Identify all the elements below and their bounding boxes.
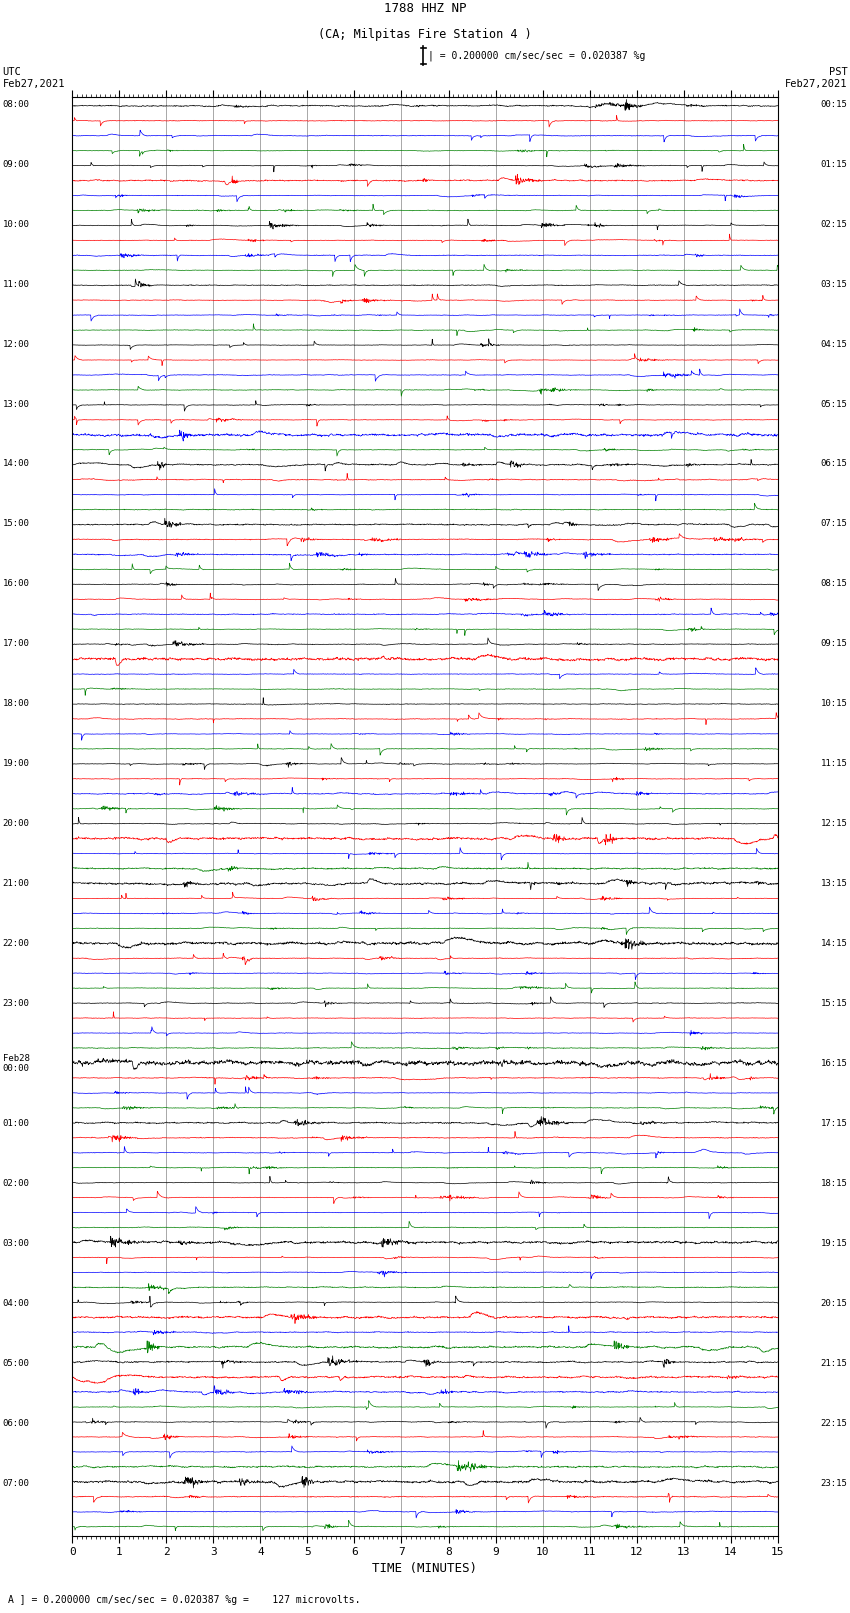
Text: 05:00: 05:00 — [3, 1358, 30, 1368]
Text: UTC
Feb27,2021: UTC Feb27,2021 — [3, 68, 65, 89]
Text: 04:00: 04:00 — [3, 1298, 30, 1308]
Text: | = 0.200000 cm/sec/sec = 0.020387 %g: | = 0.200000 cm/sec/sec = 0.020387 %g — [428, 50, 645, 61]
Text: 06:15: 06:15 — [820, 460, 847, 468]
Text: 02:00: 02:00 — [3, 1179, 30, 1187]
Text: 10:00: 10:00 — [3, 219, 30, 229]
Text: 22:00: 22:00 — [3, 939, 30, 948]
Text: 04:15: 04:15 — [820, 340, 847, 348]
Text: 02:15: 02:15 — [820, 219, 847, 229]
Text: 23:00: 23:00 — [3, 998, 30, 1008]
Text: 22:15: 22:15 — [820, 1419, 847, 1428]
Text: 03:15: 03:15 — [820, 279, 847, 289]
Text: 19:00: 19:00 — [3, 760, 30, 768]
Text: 21:15: 21:15 — [820, 1358, 847, 1368]
Text: 18:15: 18:15 — [820, 1179, 847, 1187]
Text: 17:00: 17:00 — [3, 639, 30, 648]
Text: 23:15: 23:15 — [820, 1479, 847, 1487]
Text: 15:00: 15:00 — [3, 519, 30, 529]
Text: 20:15: 20:15 — [820, 1298, 847, 1308]
Text: 1788 HHZ NP: 1788 HHZ NP — [383, 3, 467, 16]
Text: 00:15: 00:15 — [820, 100, 847, 108]
Text: 17:15: 17:15 — [820, 1119, 847, 1127]
Text: (CA; Milpitas Fire Station 4 ): (CA; Milpitas Fire Station 4 ) — [318, 29, 532, 42]
Text: PST
Feb27,2021: PST Feb27,2021 — [785, 68, 847, 89]
Text: 03:00: 03:00 — [3, 1239, 30, 1248]
Text: 11:15: 11:15 — [820, 760, 847, 768]
Text: 01:15: 01:15 — [820, 160, 847, 169]
Text: 10:15: 10:15 — [820, 700, 847, 708]
Text: 07:00: 07:00 — [3, 1479, 30, 1487]
Text: 13:15: 13:15 — [820, 879, 847, 889]
Text: 12:15: 12:15 — [820, 819, 847, 827]
Text: 14:00: 14:00 — [3, 460, 30, 468]
Text: 16:15: 16:15 — [820, 1060, 847, 1068]
Text: 18:00: 18:00 — [3, 700, 30, 708]
Text: 09:15: 09:15 — [820, 639, 847, 648]
Text: 13:00: 13:00 — [3, 400, 30, 408]
Text: 14:15: 14:15 — [820, 939, 847, 948]
Text: 09:00: 09:00 — [3, 160, 30, 169]
Text: 07:15: 07:15 — [820, 519, 847, 529]
Text: Feb28
00:00: Feb28 00:00 — [3, 1053, 30, 1073]
Text: A ] = 0.200000 cm/sec/sec = 0.020387 %g =    127 microvolts.: A ] = 0.200000 cm/sec/sec = 0.020387 %g … — [8, 1595, 361, 1605]
Text: 21:00: 21:00 — [3, 879, 30, 889]
Text: 20:00: 20:00 — [3, 819, 30, 827]
Text: 16:00: 16:00 — [3, 579, 30, 589]
Text: 12:00: 12:00 — [3, 340, 30, 348]
X-axis label: TIME (MINUTES): TIME (MINUTES) — [372, 1561, 478, 1574]
Text: 15:15: 15:15 — [820, 998, 847, 1008]
Text: 19:15: 19:15 — [820, 1239, 847, 1248]
Text: 08:15: 08:15 — [820, 579, 847, 589]
Text: 06:00: 06:00 — [3, 1419, 30, 1428]
Text: 01:00: 01:00 — [3, 1119, 30, 1127]
Text: 05:15: 05:15 — [820, 400, 847, 408]
Text: 11:00: 11:00 — [3, 279, 30, 289]
Text: 08:00: 08:00 — [3, 100, 30, 108]
